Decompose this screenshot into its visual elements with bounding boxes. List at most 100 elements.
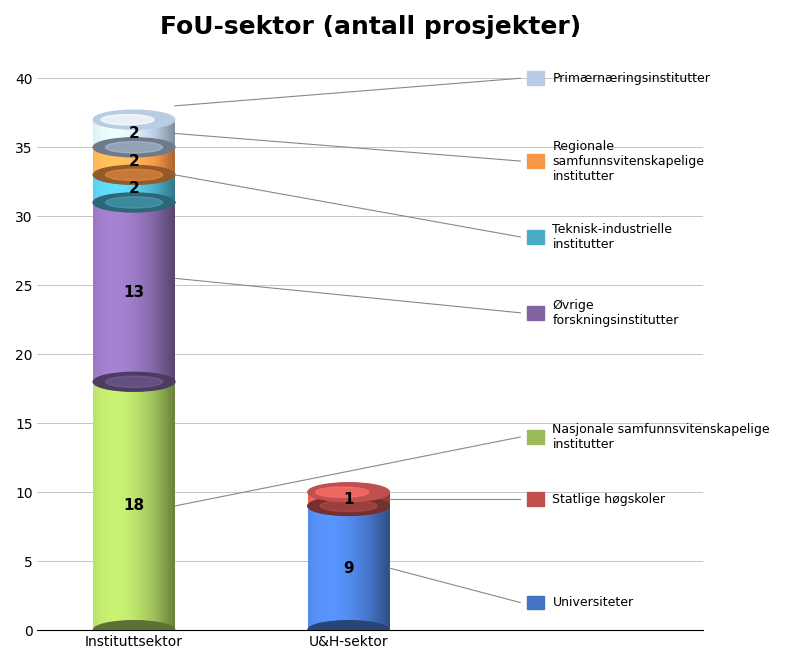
Bar: [166, 147, 167, 175]
Bar: [360, 492, 361, 506]
Bar: [103, 120, 104, 147]
Bar: [122, 120, 123, 147]
Bar: [350, 492, 352, 506]
Bar: [341, 506, 342, 630]
Bar: [166, 203, 167, 382]
Bar: [168, 175, 170, 203]
Bar: [116, 382, 118, 630]
Text: Nasjonale samfunnsvitenskapelige
institutter: Nasjonale samfunnsvitenskapelige institu…: [552, 423, 770, 451]
Bar: [100, 203, 102, 382]
Bar: [142, 175, 144, 203]
Bar: [527, 596, 544, 610]
Bar: [160, 120, 162, 147]
Bar: [152, 147, 154, 175]
Bar: [374, 506, 376, 630]
Bar: [133, 203, 135, 382]
Bar: [106, 203, 107, 382]
Bar: [126, 120, 127, 147]
Ellipse shape: [101, 170, 154, 180]
Bar: [331, 492, 333, 506]
Bar: [353, 506, 354, 630]
Bar: [166, 120, 168, 147]
Bar: [150, 175, 152, 203]
Bar: [162, 175, 163, 203]
Bar: [164, 175, 166, 203]
Bar: [126, 147, 127, 175]
Bar: [381, 492, 383, 506]
Bar: [141, 382, 142, 630]
Bar: [339, 492, 341, 506]
Bar: [120, 203, 122, 382]
Bar: [104, 147, 106, 175]
Bar: [157, 175, 158, 203]
Bar: [145, 175, 146, 203]
Bar: [162, 120, 164, 147]
Bar: [387, 506, 388, 630]
Ellipse shape: [106, 197, 162, 208]
Bar: [170, 120, 172, 147]
Bar: [323, 492, 325, 506]
Bar: [310, 492, 312, 506]
Bar: [365, 492, 366, 506]
Bar: [373, 506, 375, 630]
Bar: [112, 147, 114, 175]
Bar: [341, 492, 343, 506]
Bar: [122, 203, 123, 382]
Bar: [104, 382, 106, 630]
Bar: [124, 382, 126, 630]
Bar: [343, 492, 345, 506]
Bar: [157, 147, 158, 175]
Bar: [527, 492, 544, 506]
Bar: [107, 120, 108, 147]
Ellipse shape: [93, 621, 175, 639]
Bar: [145, 147, 146, 175]
Bar: [168, 147, 170, 175]
Bar: [172, 147, 174, 175]
Bar: [110, 147, 111, 175]
Bar: [156, 382, 158, 630]
Bar: [142, 147, 144, 175]
Bar: [331, 506, 333, 630]
Bar: [157, 120, 158, 147]
Bar: [141, 147, 142, 175]
Bar: [310, 506, 312, 630]
Bar: [174, 203, 175, 382]
Bar: [118, 203, 119, 382]
Ellipse shape: [308, 497, 389, 515]
Bar: [115, 203, 116, 382]
Bar: [147, 203, 149, 382]
Bar: [124, 120, 126, 147]
Bar: [154, 147, 156, 175]
Bar: [130, 382, 131, 630]
Text: 9: 9: [343, 560, 354, 576]
Bar: [366, 492, 368, 506]
Bar: [341, 492, 342, 506]
Bar: [345, 492, 346, 506]
Bar: [104, 203, 106, 382]
Bar: [137, 175, 139, 203]
Bar: [135, 175, 137, 203]
Bar: [150, 147, 152, 175]
Bar: [93, 120, 95, 147]
Bar: [141, 175, 142, 203]
Bar: [387, 492, 388, 506]
Bar: [166, 175, 167, 203]
Bar: [357, 506, 358, 630]
Bar: [160, 382, 162, 630]
Bar: [383, 506, 384, 630]
Ellipse shape: [101, 197, 154, 208]
Bar: [97, 120, 99, 147]
Bar: [120, 120, 122, 147]
Bar: [388, 506, 389, 630]
Bar: [308, 492, 310, 506]
Ellipse shape: [101, 142, 154, 153]
Bar: [154, 175, 156, 203]
Bar: [316, 506, 318, 630]
Bar: [170, 120, 171, 147]
Bar: [149, 175, 150, 203]
Bar: [143, 175, 145, 203]
Bar: [143, 147, 145, 175]
Bar: [122, 382, 123, 630]
Bar: [93, 175, 95, 203]
Bar: [377, 506, 379, 630]
